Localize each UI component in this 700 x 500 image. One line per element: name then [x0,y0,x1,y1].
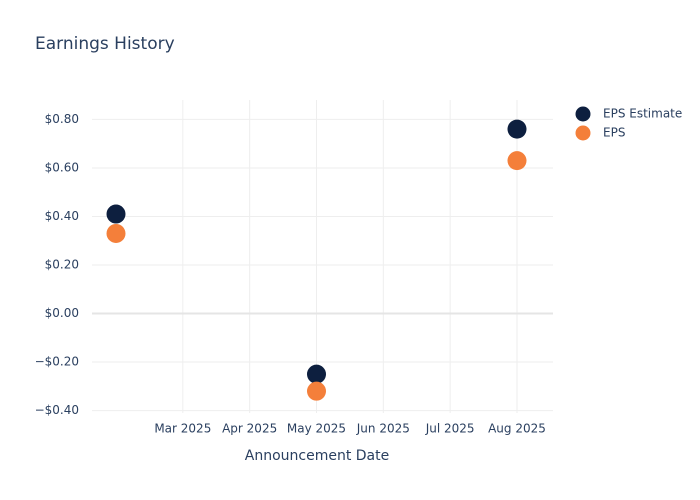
x-tick-label: Mar 2025 [154,422,211,436]
x-axis-title: Announcement Date [245,448,389,464]
x-tick-label: Jul 2025 [425,422,475,436]
y-tick-label: −$0.40 [35,403,79,417]
y-tick-label: $0.80 [45,112,79,126]
marker [106,223,126,243]
y-tick-label: $0.60 [45,160,79,174]
marker [507,119,527,139]
x-tick-label: Aug 2025 [488,422,546,436]
y-tick-label: $0.00 [45,306,79,320]
marker [507,151,527,171]
marker [106,204,126,224]
marker [307,364,326,384]
legend-label: EPS [603,126,625,140]
x-tick-label: Jun 2025 [356,422,410,436]
y-tick-label: −$0.20 [35,355,79,369]
legend-marker [575,125,591,141]
x-tick-label: May 2025 [287,422,346,436]
legend-label: EPS Estimate [603,107,682,121]
y-tick-label: $0.40 [45,209,79,223]
marker [307,381,326,401]
y-tick-label: $0.20 [45,257,79,271]
chart-title: Earnings History [35,34,175,54]
x-tick-label: Apr 2025 [222,422,277,436]
legend-marker [575,106,591,122]
